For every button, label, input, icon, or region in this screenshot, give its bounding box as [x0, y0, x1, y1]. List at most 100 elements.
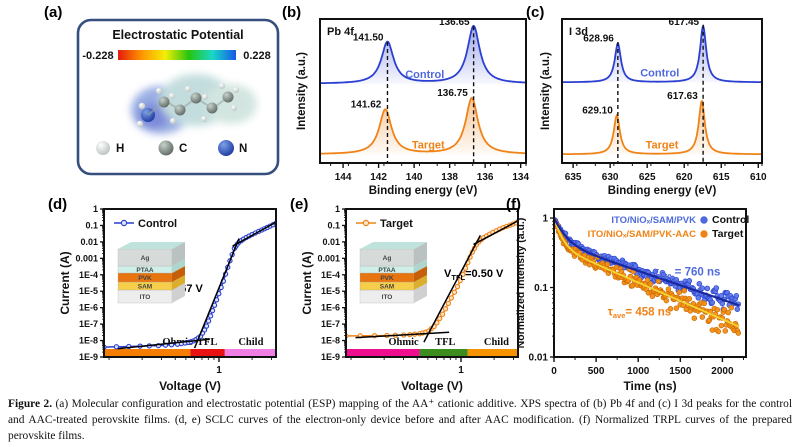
- svg-text:Current (A): Current (A): [58, 251, 72, 314]
- svg-text:1E-7: 1E-7: [79, 319, 98, 329]
- caption-label: Figure 2.: [8, 398, 53, 410]
- svg-text:1: 1: [458, 365, 464, 376]
- svg-text:Binding energy (eV): Binding energy (eV): [369, 185, 478, 197]
- svg-text:1E-9: 1E-9: [79, 352, 98, 362]
- svg-text:1E-7: 1E-7: [321, 319, 340, 329]
- svg-text:0: 0: [551, 366, 557, 377]
- svg-text:144: 144: [335, 172, 352, 183]
- caption-text: (a) Molecular configuration and electros…: [8, 398, 792, 442]
- svg-text:1: 1: [93, 204, 98, 214]
- svg-text:617.63: 617.63: [667, 91, 698, 102]
- svg-text:τave = 760 ns: τave = 760 ns: [654, 267, 721, 281]
- svg-text:Pb 4f: Pb 4f: [327, 26, 354, 38]
- svg-text:625: 625: [639, 172, 656, 183]
- svg-text:PTAA: PTAA: [378, 267, 396, 274]
- svg-text:141.50: 141.50: [353, 33, 384, 44]
- svg-text:Voltage (V): Voltage (V): [401, 379, 463, 393]
- svg-text:Electrostatic Potential: Electrostatic Potential: [112, 28, 243, 42]
- svg-text:τave= 458 ns: τave= 458 ns: [608, 307, 671, 321]
- svg-text:Target: Target: [412, 139, 445, 151]
- svg-text:1: 1: [216, 365, 222, 376]
- svg-text:SAM: SAM: [138, 284, 152, 291]
- svg-text:0.001: 0.001: [75, 253, 98, 263]
- svg-text:136: 136: [477, 172, 494, 183]
- panel-f-label: (f): [506, 196, 521, 213]
- svg-text:Control: Control: [712, 214, 749, 226]
- svg-text:500: 500: [588, 366, 605, 377]
- svg-text:0.01: 0.01: [322, 237, 340, 247]
- svg-text:-0.228: -0.228: [82, 50, 113, 62]
- svg-text:1E-5: 1E-5: [79, 286, 98, 296]
- svg-text:134: 134: [512, 172, 529, 183]
- svg-text:1E-6: 1E-6: [79, 303, 98, 313]
- svg-text:1E-8: 1E-8: [321, 336, 340, 346]
- svg-text:C: C: [179, 143, 187, 155]
- svg-text:Time (ns): Time (ns): [623, 379, 676, 393]
- svg-text:0.01: 0.01: [529, 353, 549, 364]
- svg-text:630: 630: [602, 172, 619, 183]
- svg-text:H: H: [116, 143, 124, 155]
- xps-i3d-chart: Control 628.96 617.45 Target 629.10 617.63 635…: [540, 17, 767, 197]
- svg-text:628.96: 628.96: [583, 33, 614, 44]
- svg-text:615: 615: [713, 172, 730, 183]
- svg-text:Child: Child: [238, 337, 263, 348]
- svg-text:ITO: ITO: [382, 294, 393, 301]
- svg-text:Voltage (V): Voltage (V): [159, 379, 221, 393]
- figure-caption: Figure 2. (a) Molecular configuration an…: [8, 397, 792, 445]
- svg-text:ITO/NiOₓ/SAM/PVK: ITO/NiOₓ/SAM/PVK: [611, 215, 696, 226]
- panel-e-label: (e): [290, 196, 309, 213]
- svg-text:PVK: PVK: [138, 275, 152, 282]
- svg-text:0.001: 0.001: [317, 253, 340, 263]
- svg-text:617.45: 617.45: [669, 17, 700, 28]
- svg-text:1E-8: 1E-8: [79, 336, 98, 346]
- svg-text:0.228: 0.228: [243, 50, 271, 62]
- svg-text:1E-4: 1E-4: [79, 270, 98, 280]
- svg-text:0.1: 0.1: [534, 283, 548, 294]
- svg-text:ITO: ITO: [140, 294, 151, 301]
- svg-text:1E-5: 1E-5: [321, 286, 340, 296]
- svg-text:PVK: PVK: [380, 275, 394, 282]
- svg-text:TFL: TFL: [435, 337, 455, 348]
- svg-text:0.1: 0.1: [85, 220, 98, 230]
- svg-text:ITO/NiOₓ/SAM/PVK-AAC: ITO/NiOₓ/SAM/PVK-AAC: [588, 229, 696, 240]
- svg-text:Target: Target: [646, 139, 679, 151]
- svg-text:2000: 2000: [711, 366, 734, 377]
- svg-text:610: 610: [750, 172, 767, 183]
- svg-text:141.62: 141.62: [351, 100, 382, 111]
- svg-text:Control: Control: [640, 67, 679, 79]
- molecule-image: [136, 83, 239, 128]
- svg-text:Control: Control: [138, 218, 177, 230]
- xps-pb4f-chart: Control 141.50 136.65 Target 141.62 136.75 144…: [296, 17, 529, 197]
- svg-text:1500: 1500: [669, 366, 692, 377]
- svg-text:1E-6: 1E-6: [321, 303, 340, 313]
- svg-text:Normalized Intensity (a.u.): Normalized Intensity (a.u.): [515, 218, 527, 349]
- svg-text:136.75: 136.75: [437, 88, 468, 99]
- svg-text:Target: Target: [712, 228, 744, 240]
- svg-text:Ag: Ag: [383, 255, 392, 262]
- svg-text:I 3d: I 3d: [569, 26, 588, 38]
- svg-text:N: N: [239, 143, 247, 155]
- panel-a-label: (a): [44, 4, 63, 21]
- svg-text:138: 138: [441, 172, 458, 183]
- sclc-target-chart: Ohmic TFL Child 1 0.1 0.01 0.001 1E-4 1E-5 1E-6 1E…: [300, 204, 519, 393]
- svg-text:629.10: 629.10: [582, 105, 613, 116]
- svg-text:1000: 1000: [627, 366, 650, 377]
- svg-text:140: 140: [406, 172, 423, 183]
- svg-text:Ohmic: Ohmic: [388, 337, 419, 348]
- svg-text:Child: Child: [484, 337, 509, 348]
- svg-text:1: 1: [542, 214, 548, 225]
- svg-text:1E-9: 1E-9: [321, 352, 340, 362]
- svg-text:TFL: TFL: [197, 337, 217, 348]
- svg-text:Binding energy (eV): Binding energy (eV): [608, 185, 717, 197]
- svg-text:Intensity (a.u.): Intensity (a.u.): [540, 52, 552, 130]
- svg-text:Current (A): Current (A): [300, 251, 314, 314]
- svg-text:1E-4: 1E-4: [321, 270, 340, 280]
- panel-c-label: (c): [526, 4, 545, 21]
- svg-text:0.01: 0.01: [80, 237, 98, 247]
- trpl-chart: 0 500 1000 1500 2000 1 0.1 0.01 Time (ns) Normali…: [515, 208, 749, 393]
- svg-text:635: 635: [565, 172, 582, 183]
- panel-d-label: (d): [48, 196, 68, 213]
